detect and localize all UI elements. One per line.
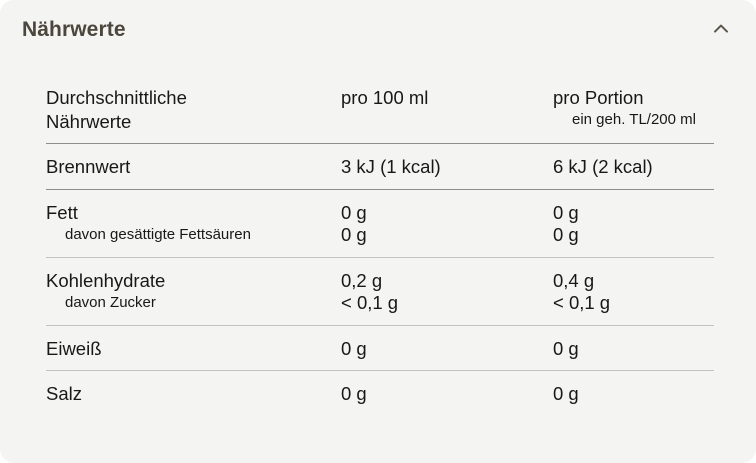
row-label-text: Kohlenhydrate <box>46 270 166 291</box>
row-subvalue-text: < 0,1 g <box>341 292 399 313</box>
row-value-text: 6 kJ (2 kcal) <box>553 156 653 177</box>
row-value-per-100ml: 0 g <box>341 337 553 360</box>
row-value-text: 0 g <box>553 202 579 223</box>
header-label-average: Durchschnittliche Nährwerte <box>46 87 187 132</box>
page-title: Nährwerte <box>22 17 126 41</box>
row-value-text: 0 g <box>341 383 367 404</box>
row-label: Fett davon gesättigte Fettsäuren <box>46 201 341 246</box>
divider-header <box>46 143 714 144</box>
header-label-portion-note: ein geh. TL/200 ml <box>572 111 696 128</box>
row-subvalue-text: 0 g <box>341 224 367 245</box>
row-value-text: 0 g <box>553 338 579 359</box>
header-label-per-portion: pro Portion <box>553 87 644 108</box>
row-label-text: Brennwert <box>46 156 131 177</box>
table-row: Kohlenhydrate davon Zucker 0,2 g < 0,1 g… <box>46 258 714 325</box>
divider-row <box>46 189 714 190</box>
row-value-text: 0,2 g <box>341 270 383 291</box>
row-value-per-100ml: 0 g <box>341 382 553 405</box>
divider-row <box>46 257 714 258</box>
row-label: Brennwert <box>46 155 341 178</box>
row-value-text: 0 g <box>553 383 579 404</box>
row-value-per-portion: 0 g 0 g <box>553 201 714 246</box>
row-subvalue-text: < 0,1 g <box>553 292 611 313</box>
row-value-text: 0 g <box>341 338 367 359</box>
nutrition-panel-header[interactable]: Nährwerte <box>0 0 756 58</box>
row-value-per-100ml: 0 g 0 g <box>341 201 553 246</box>
header-cell-per-portion: pro Portion ein geh. TL/200 ml <box>553 86 714 131</box>
row-label: Eiweiß <box>46 337 341 360</box>
table-row: Fett davon gesättigte Fettsäuren 0 g 0 g… <box>46 190 714 257</box>
row-label-text: Eiweiß <box>46 338 102 359</box>
row-value-per-100ml: 3 kJ (1 kcal) <box>341 155 553 178</box>
header-label-per-100ml: pro 100 ml <box>341 87 429 108</box>
table-row: Salz 0 g 0 g <box>46 371 714 415</box>
row-value-per-portion: 0,4 g < 0,1 g <box>553 269 714 314</box>
row-value-text: 0,4 g <box>553 270 595 291</box>
divider-row <box>46 325 714 326</box>
row-label-text: Fett <box>46 202 78 223</box>
row-value-per-portion: 0 g <box>553 382 714 405</box>
table-header-row: Durchschnittliche Nährwerte pro 100 ml p… <box>46 86 714 143</box>
table-row: Eiweiß 0 g 0 g <box>46 326 714 370</box>
header-cell-per100: pro 100 ml <box>341 86 553 109</box>
row-label: Kohlenhydrate davon Zucker <box>46 269 341 314</box>
row-value-per-portion: 0 g <box>553 337 714 360</box>
row-label: Salz <box>46 382 341 405</box>
chevron-up-icon[interactable] <box>710 18 732 40</box>
row-value-text: 0 g <box>341 202 367 223</box>
row-sublabel-text: davon Zucker <box>65 294 156 311</box>
divider-row <box>46 370 714 371</box>
row-value-per-100ml: 0,2 g < 0,1 g <box>341 269 553 314</box>
header-cell-name: Durchschnittliche Nährwerte <box>46 86 341 134</box>
nutrition-table: Durchschnittliche Nährwerte pro 100 ml p… <box>46 86 714 415</box>
row-value-text: 3 kJ (1 kcal) <box>341 156 441 177</box>
row-sublabel-text: davon gesättigte Fettsäuren <box>65 226 251 243</box>
row-value-per-portion: 6 kJ (2 kcal) <box>553 155 714 178</box>
row-label-text: Salz <box>46 383 82 404</box>
table-row: Brennwert 3 kJ (1 kcal) 6 kJ (2 kcal) <box>46 144 714 189</box>
row-subvalue-text: 0 g <box>553 224 579 245</box>
